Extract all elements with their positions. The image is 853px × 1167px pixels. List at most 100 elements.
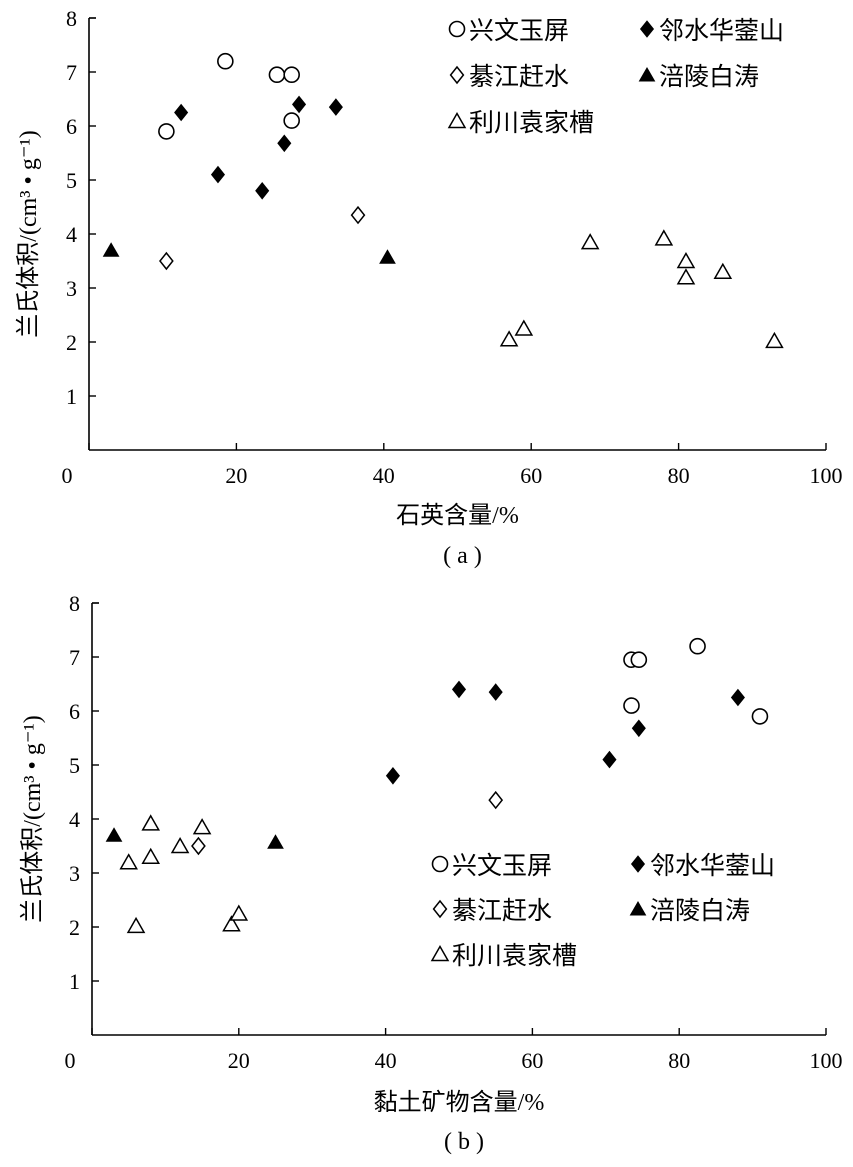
- data-point: [283, 66, 300, 83]
- series-2: [191, 790, 504, 856]
- data-point: [119, 853, 138, 870]
- y-tick-label: 5: [69, 753, 80, 778]
- y-tick-label: 5: [66, 168, 77, 193]
- legend-marker: [431, 855, 449, 873]
- y-tick-label: 6: [66, 114, 77, 139]
- data-point: [141, 814, 161, 831]
- data-point: [654, 229, 674, 246]
- data-point: [283, 112, 300, 129]
- y-tick-label: 4: [69, 807, 80, 832]
- legend-label: 利川袁家槽: [469, 109, 594, 137]
- data-point: [159, 251, 174, 271]
- data-point: [602, 750, 617, 769]
- data-point: [676, 251, 696, 269]
- x-tick-label: 40: [375, 1048, 397, 1073]
- x-tick-label: 100: [810, 1048, 843, 1073]
- legend-label: 利川袁家槽: [452, 942, 577, 970]
- y-tick-label: 1: [66, 384, 77, 409]
- x-tick-label: 80: [668, 1048, 690, 1073]
- data-point: [267, 834, 284, 849]
- legend-label: 兴文玉屏: [469, 17, 569, 45]
- x-tick-label: 60: [520, 463, 542, 488]
- data-point: [174, 103, 189, 122]
- legend-label: 兴文玉屏: [452, 852, 552, 880]
- data-point: [328, 98, 343, 116]
- panel-label: ( a ): [443, 543, 482, 569]
- data-point: [158, 123, 175, 140]
- data-point: [105, 827, 123, 842]
- data-point: [514, 319, 534, 336]
- series-0: [158, 52, 300, 140]
- data-point: [141, 847, 161, 865]
- series-4: [119, 814, 249, 934]
- data-point: [255, 181, 270, 200]
- x-axis-title: 黏土矿物含量/%: [374, 1089, 545, 1116]
- y-tick-label: 2: [69, 915, 80, 940]
- y-tick-label: 4: [66, 222, 77, 247]
- y-axis-title: 兰氏体积/(cm³ • g⁻¹): [19, 715, 46, 922]
- data-point: [222, 915, 241, 932]
- chart-panel-b: 0 20 40 60 80 100 1 2 3 4 5 6 7 8 黏土矿物含量/% 兰氏体积/(cm³ • …: [19, 591, 843, 1155]
- x-tick-label: 40: [373, 463, 395, 488]
- data-point: [630, 651, 648, 669]
- y-tick-label: 8: [66, 6, 77, 31]
- legend-marker: [629, 900, 647, 916]
- x-tick-label: 20: [228, 1048, 250, 1073]
- data-point: [623, 697, 640, 714]
- legend-marker: [639, 20, 655, 38]
- data-point: [350, 205, 366, 225]
- legend-label: 涪陵白涛: [659, 63, 759, 91]
- legend-label: 綦江赶水: [469, 63, 569, 91]
- data-point: [385, 766, 400, 785]
- data-point: [229, 904, 249, 921]
- data-point: [210, 165, 226, 184]
- data-point: [379, 249, 396, 264]
- data-point: [170, 836, 190, 854]
- legend-marker: [638, 66, 656, 82]
- data-point: [102, 242, 120, 257]
- data-point: [192, 818, 212, 835]
- data-point: [268, 66, 286, 83]
- x-tick-label: 20: [225, 463, 247, 488]
- series-1: [385, 680, 745, 785]
- data-point: [765, 331, 784, 349]
- series-4: [499, 229, 784, 349]
- legend-marker: [430, 944, 450, 962]
- legend-label: 邻水华蓥山: [650, 852, 775, 880]
- legend-label: 邻水华蓥山: [659, 17, 784, 45]
- x-tick-label: 0: [62, 463, 73, 488]
- data-point: [713, 262, 733, 280]
- y-tick-label: 8: [69, 591, 80, 616]
- chart-panel-a: 0 20 40 60 80 100 1 2 3 4 5 6 7 8 石英含量/% 兰氏体积/(cm³ • g⁻…: [15, 6, 843, 569]
- legend-label: 涪陵白涛: [650, 897, 750, 925]
- data-point: [751, 708, 769, 725]
- data-point: [730, 688, 745, 707]
- data-point: [689, 637, 706, 655]
- x-tick-label: 60: [521, 1048, 543, 1073]
- y-axis-title: 兰氏体积/(cm³ • g⁻¹): [15, 130, 42, 337]
- data-point: [488, 683, 503, 701]
- data-point: [488, 790, 504, 810]
- data-point: [217, 52, 234, 70]
- y-tick-label: 3: [66, 276, 77, 301]
- data-point: [631, 719, 646, 738]
- panel-label: ( b ): [444, 1129, 484, 1155]
- legend-marker: [447, 111, 467, 129]
- y-tick-label: 2: [66, 330, 77, 355]
- x-axis-title: 石英含量/%: [396, 502, 519, 529]
- series-2: [159, 205, 366, 271]
- data-point: [191, 836, 206, 856]
- legend-marker: [432, 899, 448, 919]
- y-tick-label: 7: [69, 645, 80, 670]
- data-point: [676, 268, 696, 285]
- y-tick-label: 3: [69, 861, 80, 886]
- legend-marker: [449, 65, 465, 85]
- series-1: [174, 95, 343, 200]
- x-tick-label: 100: [810, 463, 843, 488]
- series-0: [623, 637, 769, 725]
- series-3: [102, 242, 396, 264]
- x-tick-label: 80: [668, 463, 690, 488]
